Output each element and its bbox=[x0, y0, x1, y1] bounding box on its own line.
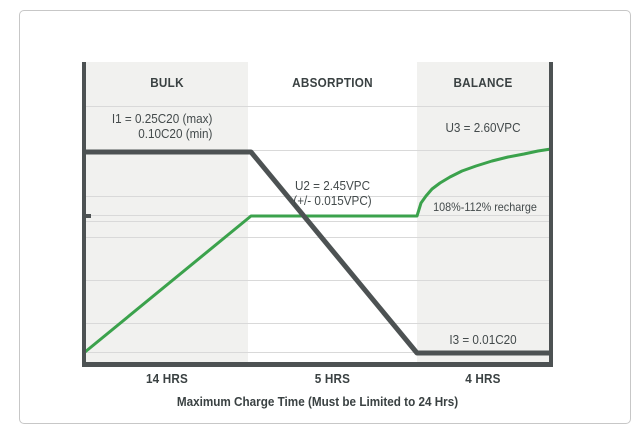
grid-line bbox=[86, 150, 549, 151]
grid-line bbox=[86, 280, 549, 281]
annotation-i1-line1: I1 = 0.25C20 (max) bbox=[111, 111, 213, 126]
x-label-bulk-duration: 14 HRS bbox=[145, 371, 189, 386]
phase-header-absorption: ABSORPTION bbox=[292, 75, 373, 90]
phase-header-bulk: BULK bbox=[150, 75, 184, 90]
grid-line bbox=[86, 215, 549, 216]
x-label-absorption-duration: 5 HRS bbox=[314, 371, 351, 386]
grid-line bbox=[86, 352, 549, 353]
annotation-u3-voltage: U3 = 2.60VPC bbox=[445, 120, 521, 135]
x-label-balance-duration: 4 HRS bbox=[465, 371, 501, 386]
annotation-i1-line2: 0.10C20 (min) bbox=[138, 125, 213, 141]
annotation-u2-line2: (+/- 0.015VPC) bbox=[293, 192, 372, 208]
grid-line bbox=[86, 106, 549, 107]
phase-band-bulk bbox=[86, 62, 248, 362]
y-axis-tick-u2 bbox=[82, 214, 91, 218]
annotation-u2-voltage: U2 = 2.45VPC (+/- 0.015VPC) bbox=[256, 178, 408, 208]
right-border-line bbox=[549, 62, 553, 367]
annotation-i1-current: I1 = 0.25C20 (max) 0.10C20 (min) bbox=[93, 111, 213, 141]
annotation-i3-current: I3 = 0.01C20 bbox=[449, 332, 517, 347]
annotation-recharge: 108%-112% recharge bbox=[433, 200, 537, 214]
grid-line bbox=[86, 323, 549, 324]
chart-caption: Maximum Charge Time (Must be Limited to … bbox=[176, 394, 459, 409]
annotation-u2-line1: U2 = 2.45VPC bbox=[294, 178, 371, 193]
grid-line bbox=[86, 221, 549, 222]
x-axis-line bbox=[82, 362, 553, 367]
grid-line bbox=[86, 237, 549, 238]
phase-header-balance: BALANCE bbox=[453, 75, 513, 90]
